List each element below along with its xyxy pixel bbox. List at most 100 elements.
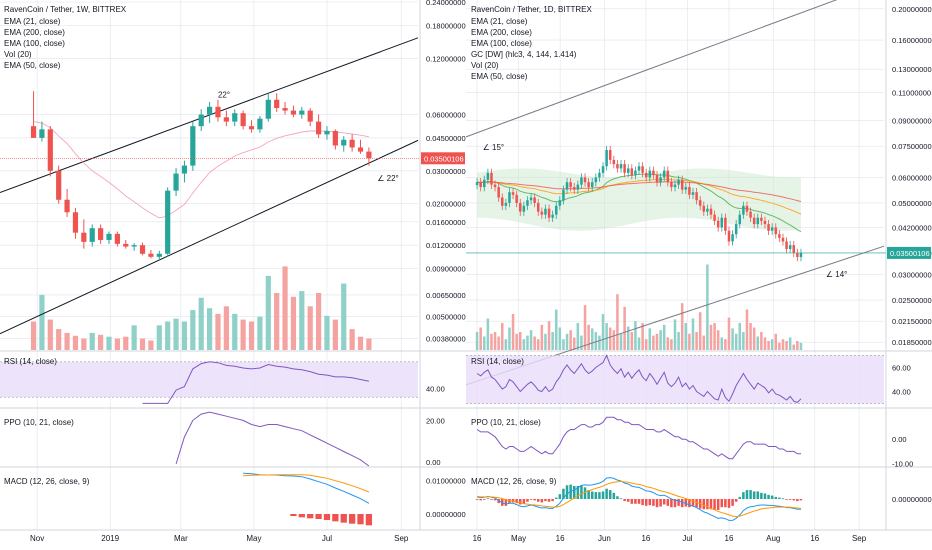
daily-macd-histogram-bar bbox=[788, 499, 792, 500]
weekly-volume-bar bbox=[240, 319, 246, 350]
daily-volume-bar bbox=[558, 327, 562, 350]
weekly-candle-body bbox=[274, 99, 280, 109]
daily-candle-body bbox=[648, 170, 652, 178]
daily-volume-bar bbox=[684, 323, 688, 350]
weekly-last-price-label: 0.03500106 bbox=[424, 154, 464, 163]
daily-candle-body bbox=[641, 166, 644, 173]
daily-x-tick-label: 16 bbox=[810, 534, 819, 543]
daily-candle-body bbox=[623, 164, 626, 173]
daily-candle-body bbox=[587, 182, 590, 188]
daily-price-tick-label: 0.01850000 bbox=[892, 338, 932, 347]
daily-trend-angle-label-2: ∠ 14° bbox=[826, 270, 848, 279]
weekly-volume-bar bbox=[366, 338, 372, 350]
daily-candle-body bbox=[536, 202, 540, 212]
daily-candle-body bbox=[774, 227, 778, 235]
weekly-volume-bar bbox=[215, 313, 221, 350]
daily-volume-bar bbox=[738, 323, 742, 350]
daily-macd-histogram-bar bbox=[734, 499, 738, 502]
weekly-rsi-legend: RSI (14, close) bbox=[4, 357, 57, 366]
sub-panel-legends: RSI (14, close) PPO (10, 21, close) MACD… bbox=[4, 357, 557, 486]
daily-chart[interactable]: 16 May 16 Jun 16 Jul 16 Aug 16 Sep 0.20000000 0.160… bbox=[465, 0, 932, 543]
daily-candle-body bbox=[767, 224, 770, 231]
daily-x-tick-label: Aug bbox=[766, 534, 780, 543]
daily-candle-body bbox=[619, 164, 623, 169]
daily-volume-bar bbox=[774, 333, 778, 350]
weekly-volume-bar bbox=[349, 329, 355, 350]
weekly-volume-bar bbox=[341, 283, 347, 350]
daily-candle-body bbox=[756, 217, 760, 225]
daily-macd-histogram-bar bbox=[742, 492, 745, 499]
daily-candle-body bbox=[590, 182, 594, 188]
weekly-volume-bar bbox=[123, 336, 129, 350]
daily-macd-histogram-bar bbox=[684, 499, 688, 507]
daily-gc-cloud bbox=[477, 168, 801, 231]
daily-macd-histogram-bar bbox=[493, 499, 497, 501]
daily-candle-body bbox=[688, 187, 691, 195]
daily-volume-bar bbox=[619, 333, 623, 350]
weekly-macd-histogram-bar bbox=[298, 514, 305, 518]
daily-ema100-line bbox=[477, 181, 802, 202]
daily-candle-body bbox=[749, 211, 752, 218]
daily-macd-histogram-bar bbox=[637, 499, 641, 504]
daily-candle-body bbox=[483, 179, 486, 188]
daily-volume-bar bbox=[565, 333, 569, 350]
weekly-candle-body bbox=[215, 106, 221, 118]
daily-macd-histogram-bar bbox=[770, 495, 774, 499]
daily-volume-bar bbox=[540, 324, 544, 350]
daily-candle-body bbox=[752, 217, 756, 225]
daily-x-tick-label: Sep bbox=[852, 534, 867, 543]
weekly-indicator-ema200: EMA (200, close) bbox=[4, 28, 65, 37]
daily-candle-body bbox=[565, 182, 569, 190]
daily-volume-bar bbox=[666, 337, 670, 350]
weekly-rsi-band bbox=[0, 361, 418, 398]
daily-ppo-legend: PPO (10, 21, close) bbox=[471, 418, 541, 427]
weekly-volume-bar bbox=[64, 332, 70, 350]
daily-macd-histogram-bar bbox=[720, 499, 724, 508]
daily-macd-histogram-bar bbox=[547, 499, 551, 502]
daily-candle-body bbox=[788, 245, 792, 249]
daily-volume-bar bbox=[752, 327, 756, 350]
daily-candle-body bbox=[670, 182, 673, 188]
weekly-price-tick-label: 0.12000000 bbox=[426, 54, 466, 63]
weekly-x-tick-label: May bbox=[246, 534, 261, 543]
weekly-chart[interactable]: Nov 2019 Mar May Jul Sep 0.24000000 0.18000000 0… bbox=[0, 0, 466, 543]
weekly-indicator-ema50: EMA (50, close) bbox=[4, 61, 61, 70]
weekly-ppo-tick-label: 20.00 bbox=[426, 416, 445, 425]
weekly-candle-body bbox=[106, 233, 112, 240]
weekly-price-tick-label: 0.00900000 bbox=[426, 265, 466, 274]
daily-candle-body bbox=[742, 205, 745, 215]
daily-volume-bar bbox=[612, 330, 616, 350]
daily-candle-body bbox=[738, 214, 742, 225]
daily-candle-body bbox=[763, 220, 767, 225]
weekly-candle-body bbox=[173, 173, 179, 191]
daily-volume-bar bbox=[727, 317, 731, 350]
daily-macd-histogram-bar bbox=[774, 496, 778, 499]
daily-candle-body bbox=[598, 172, 601, 178]
daily-volume-bar bbox=[763, 337, 767, 350]
daily-macd-histogram-bar bbox=[551, 499, 554, 502]
weekly-candle-body bbox=[190, 126, 196, 166]
daily-volume-bar bbox=[587, 324, 590, 350]
daily-macd-histogram-bar bbox=[655, 499, 659, 508]
weekly-ppo-tick-label: 0.00 bbox=[426, 458, 441, 467]
daily-volume-bar bbox=[518, 332, 522, 350]
weekly-candle-body bbox=[64, 199, 70, 213]
weekly-price-tick-label: 0.00500000 bbox=[426, 312, 466, 321]
daily-macd-histogram-bar bbox=[724, 499, 727, 508]
daily-volume-bar bbox=[490, 333, 493, 350]
weekly-macd-histogram-bar bbox=[307, 514, 314, 519]
daily-candle-body bbox=[716, 220, 720, 228]
weekly-volume-bar bbox=[165, 321, 171, 350]
daily-volume-bar bbox=[572, 337, 576, 350]
daily-macd-histogram-bar bbox=[695, 499, 698, 508]
daily-volume-bar bbox=[691, 318, 695, 350]
daily-macd-histogram-bar bbox=[662, 499, 666, 505]
daily-volume-bar bbox=[680, 303, 684, 350]
daily-legend: RavenCoin / Tether, 1D, BITTREX EMA (21,… bbox=[471, 5, 592, 81]
daily-macd-histogram-bar bbox=[544, 499, 547, 502]
daily-macd-histogram-bar bbox=[781, 498, 785, 500]
weekly-volume-bar bbox=[315, 293, 322, 350]
daily-volume-bar bbox=[529, 330, 533, 350]
daily-candle-body bbox=[662, 170, 666, 178]
